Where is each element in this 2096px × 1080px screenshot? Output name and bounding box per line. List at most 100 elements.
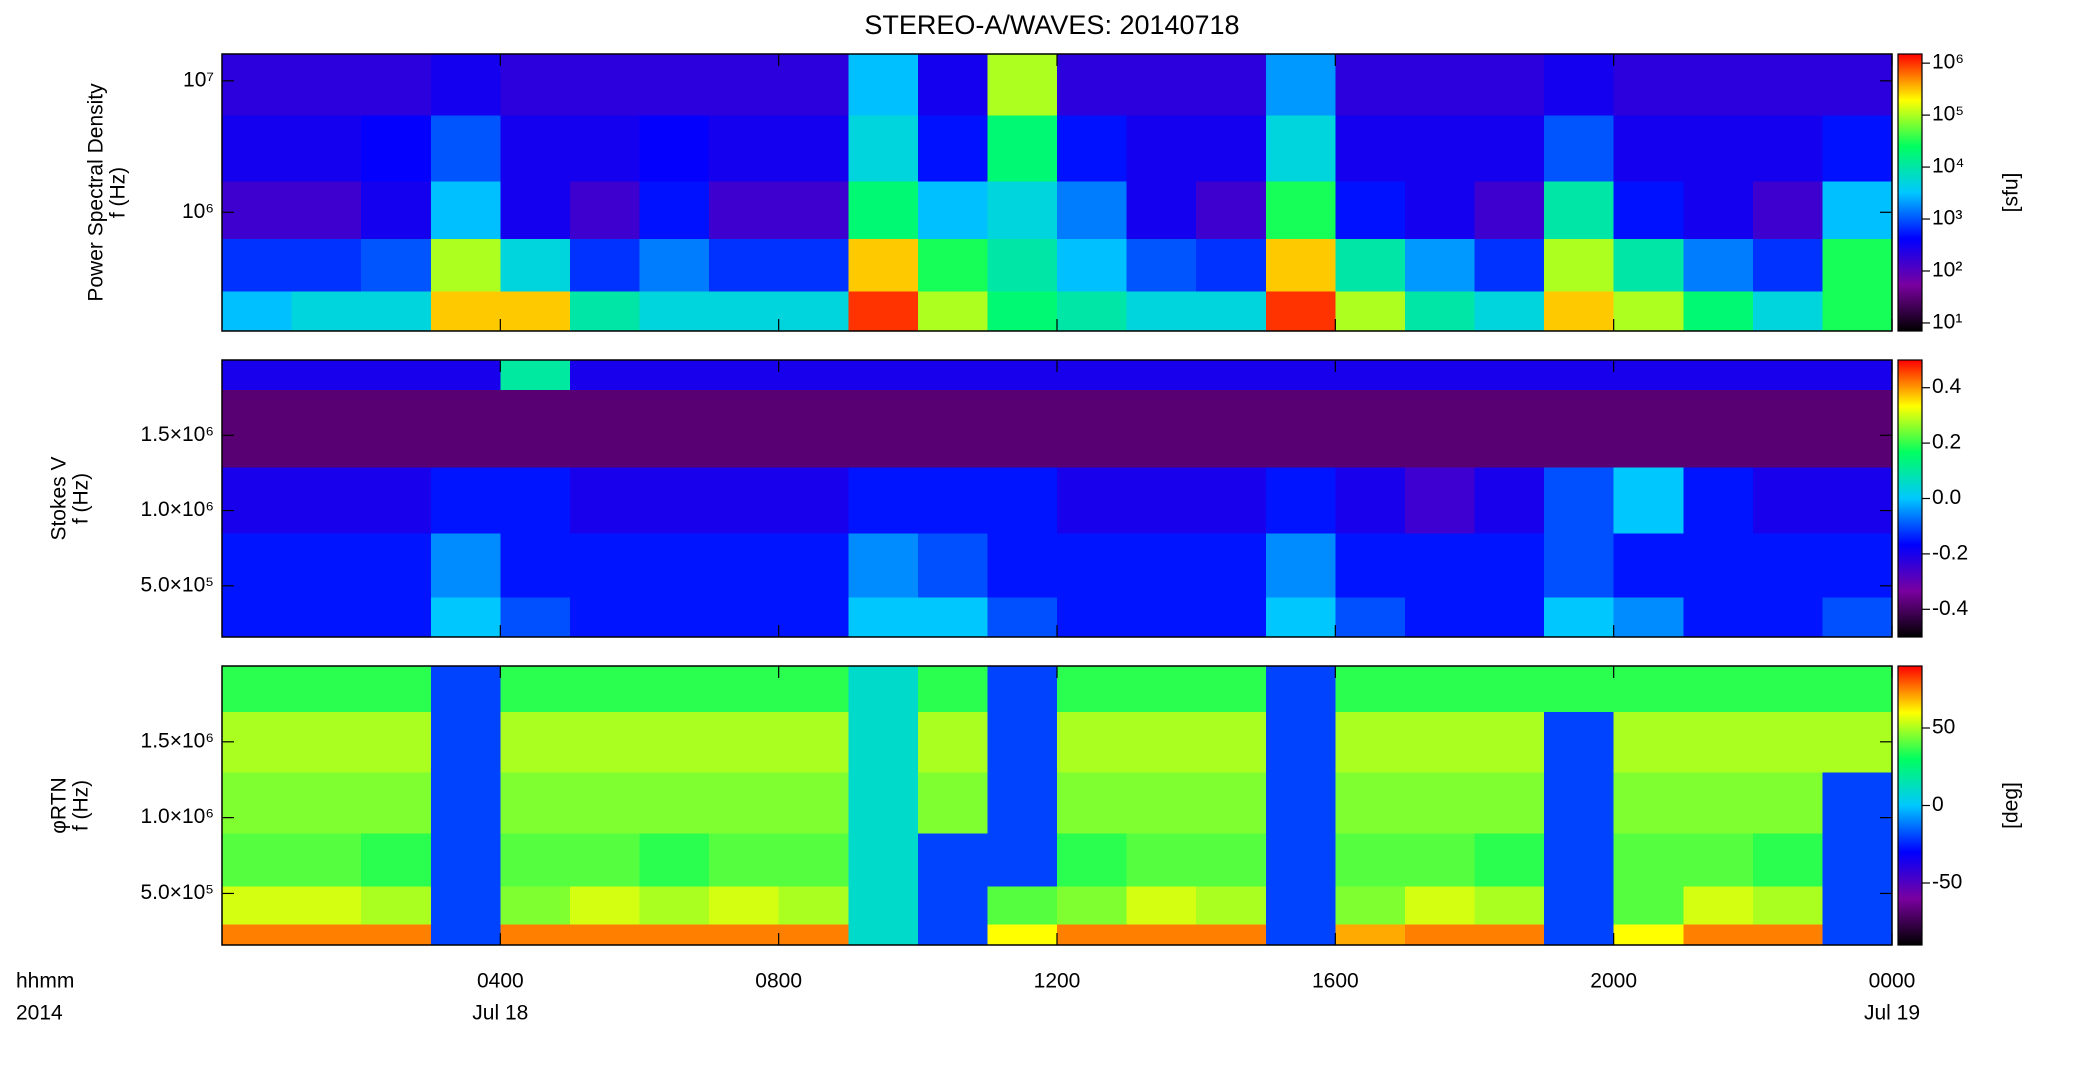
heatmap-cell	[778, 389, 849, 422]
heatmap-cell	[1057, 115, 1128, 182]
heatmap-cell	[500, 420, 571, 468]
x-tick-label: 0400	[477, 970, 524, 993]
heatmap-cell	[987, 885, 1058, 925]
heatmap-cell	[500, 115, 571, 182]
heatmap-cell	[1265, 666, 1336, 712]
heatmap-cell	[1404, 180, 1475, 239]
heatmap-cell	[1822, 533, 1893, 598]
heatmap-cell	[1822, 238, 1893, 292]
heatmap-cell	[430, 115, 501, 182]
heatmap-cell	[778, 666, 849, 712]
heatmap-cell	[1822, 466, 1893, 534]
heatmap-cell	[500, 54, 571, 116]
heatmap-cell	[1613, 389, 1684, 422]
heatmap-cell	[778, 360, 849, 390]
heatmap-cell	[1544, 420, 1615, 468]
x-tick-label: 0000	[1869, 970, 1916, 993]
heatmap-cell	[291, 533, 362, 598]
heatmap-cell	[500, 466, 571, 534]
colorbar-tick-label: 10⁶	[1932, 51, 1964, 74]
heatmap-cell	[987, 666, 1058, 712]
heatmap-cell	[848, 666, 919, 712]
heatmap-cell	[291, 115, 362, 182]
heatmap-cell	[1265, 711, 1336, 773]
heatmap-cell	[1544, 54, 1615, 116]
heatmap-cell	[709, 180, 780, 239]
heatmap-cell	[1613, 666, 1684, 712]
heatmap-cell	[291, 180, 362, 239]
heatmap-cell	[1683, 466, 1754, 534]
heatmap-cell	[709, 923, 780, 946]
heatmap-cell	[1404, 420, 1475, 468]
colorbar-tick-label: 0	[1932, 793, 1944, 816]
heatmap-cell	[1822, 360, 1893, 390]
y-axis-label: f (Hz)	[107, 167, 130, 218]
heatmap-cell	[291, 420, 362, 468]
heatmap-cell	[430, 389, 501, 422]
heatmap-cell	[917, 420, 988, 468]
heatmap-cell	[1057, 666, 1128, 712]
heatmap-cell	[291, 832, 362, 887]
heatmap-cell	[639, 389, 710, 422]
heatmap-cell	[1544, 290, 1615, 332]
heatmap-cell	[1265, 772, 1336, 834]
heatmap-cell	[1683, 290, 1754, 332]
heatmap-cell	[1683, 832, 1754, 887]
heatmap-cell	[709, 711, 780, 773]
heatmap-cell	[1057, 885, 1128, 925]
heatmap-cell	[639, 666, 710, 712]
heatmap	[222, 54, 1893, 332]
heatmap-cell	[222, 290, 293, 332]
heatmap-cell	[1265, 466, 1336, 534]
heatmap-cell	[917, 360, 988, 390]
heatmap-cell	[222, 597, 293, 638]
heatmap-cell	[1613, 533, 1684, 598]
heatmap-cell	[1335, 54, 1406, 116]
heatmap-cell	[1613, 923, 1684, 946]
heatmap-cell	[987, 180, 1058, 239]
heatmap-cell	[1752, 772, 1823, 834]
heatmap-cell	[1196, 597, 1267, 638]
heatmap-cell	[569, 772, 640, 834]
heatmap-cell	[430, 597, 501, 638]
x-tick-label: 0800	[755, 970, 802, 993]
heatmap-cell	[222, 923, 293, 946]
heatmap-cell	[500, 597, 571, 638]
heatmap-cell	[1822, 832, 1893, 887]
heatmap-cell	[1752, 533, 1823, 598]
heatmap-cell	[1404, 389, 1475, 422]
heatmap-cell	[778, 832, 849, 887]
heatmap-cell	[1822, 180, 1893, 239]
heatmap-cell	[291, 466, 362, 534]
heatmap-cell	[1752, 666, 1823, 712]
heatmap-cell	[222, 360, 293, 390]
heatmap-cell	[709, 360, 780, 390]
heatmap-cell	[1265, 533, 1336, 598]
heatmap-cell	[1196, 238, 1267, 292]
heatmap-cell	[1544, 923, 1615, 946]
heatmap-cell	[848, 360, 919, 390]
heatmap-cell	[222, 832, 293, 887]
heatmap-cell	[1544, 389, 1615, 422]
heatmap-cell	[1613, 597, 1684, 638]
heatmap-cell	[987, 597, 1058, 638]
heatmap-cell	[1196, 420, 1267, 468]
y-tick-label: 5.0×10⁵	[140, 573, 214, 596]
heatmap-cell	[639, 597, 710, 638]
heatmap-cell	[917, 597, 988, 638]
heatmap-cell	[222, 389, 293, 422]
heatmap-cell	[361, 360, 432, 390]
heatmap-cell	[1822, 290, 1893, 332]
heatmap-cell	[1822, 597, 1893, 638]
heatmap-cell	[1196, 832, 1267, 887]
heatmap-cell	[1196, 533, 1267, 598]
y-axis-label: φRTN	[48, 777, 71, 833]
heatmap-cell	[1126, 389, 1197, 422]
heatmap-cell	[1544, 711, 1615, 773]
heatmap-cell	[1474, 885, 1545, 925]
heatmap-cell	[1057, 772, 1128, 834]
heatmap-cell	[987, 533, 1058, 598]
colorbar-tick-label: -0.4	[1932, 597, 1969, 620]
colorbar	[1897, 359, 1923, 638]
heatmap-cell	[1335, 923, 1406, 946]
